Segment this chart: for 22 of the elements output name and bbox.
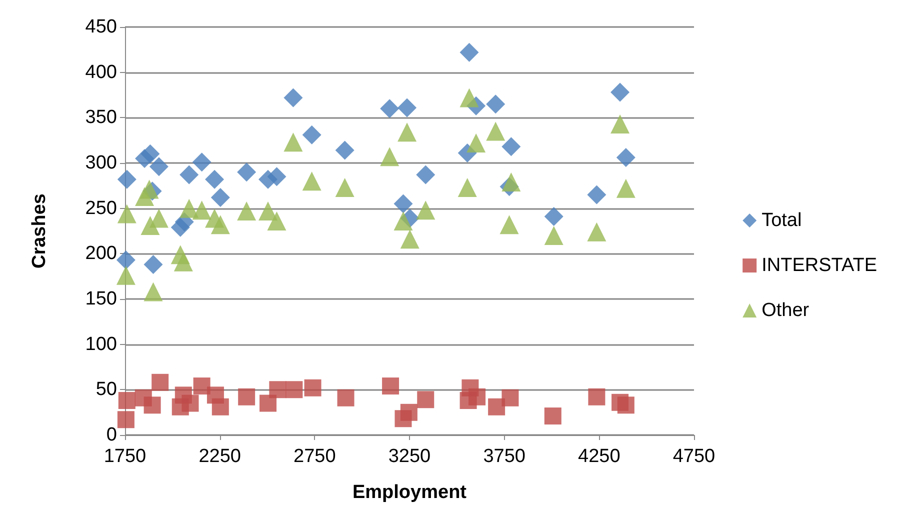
- x-tick-label: 4750: [672, 446, 716, 467]
- x-tick-label: 4250: [578, 446, 620, 467]
- y-axis-title: Crashes: [29, 194, 50, 268]
- y-tick-label: 350: [85, 107, 117, 128]
- x-tick-label: 2750: [294, 446, 336, 467]
- y-tick-label: 250: [85, 198, 117, 219]
- y-tick-label: 50: [96, 379, 117, 400]
- y-tick-label: 0: [106, 424, 117, 446]
- y-tick-label: 200: [85, 243, 117, 264]
- x-tick-label: 2250: [198, 446, 241, 467]
- legend-label: INTERSTATE: [762, 255, 878, 276]
- legend-label: Total: [762, 210, 802, 231]
- x-tick-label: 3750: [483, 446, 526, 467]
- y-tick-label: 300: [85, 152, 117, 174]
- x-axis-title: Employment: [352, 482, 468, 503]
- y-tick-label: 450: [85, 16, 117, 38]
- y-tick-label: 100: [85, 334, 117, 355]
- x-tick-label: 1750: [104, 446, 146, 467]
- y-tick-label: 150: [85, 288, 117, 310]
- y-tick-label: 400: [85, 62, 117, 83]
- legend-label: Other: [762, 300, 810, 321]
- x-tick-label: 3250: [388, 446, 431, 467]
